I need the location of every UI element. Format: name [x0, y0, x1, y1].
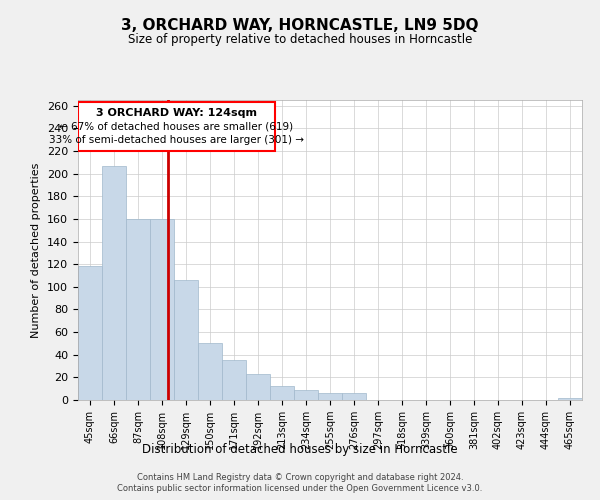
Bar [78, 102, 275, 151]
Bar [126, 219, 150, 400]
Bar [174, 280, 198, 400]
Bar [222, 360, 246, 400]
Text: Size of property relative to detached houses in Horncastle: Size of property relative to detached ho… [128, 32, 472, 46]
Bar [150, 219, 174, 400]
Bar [246, 374, 270, 400]
Bar [294, 390, 318, 400]
Y-axis label: Number of detached properties: Number of detached properties [31, 162, 41, 338]
Text: 33% of semi-detached houses are larger (301) →: 33% of semi-detached houses are larger (… [49, 135, 304, 145]
Text: 3, ORCHARD WAY, HORNCASTLE, LN9 5DQ: 3, ORCHARD WAY, HORNCASTLE, LN9 5DQ [121, 18, 479, 32]
Bar [102, 166, 126, 400]
Bar [558, 398, 582, 400]
Bar [270, 386, 294, 400]
Bar [342, 393, 366, 400]
Text: Contains public sector information licensed under the Open Government Licence v3: Contains public sector information licen… [118, 484, 482, 493]
Bar [78, 266, 102, 400]
Text: Contains HM Land Registry data © Crown copyright and database right 2024.: Contains HM Land Registry data © Crown c… [137, 472, 463, 482]
Text: Distribution of detached houses by size in Horncastle: Distribution of detached houses by size … [142, 442, 458, 456]
Bar [318, 393, 342, 400]
Text: 3 ORCHARD WAY: 124sqm: 3 ORCHARD WAY: 124sqm [96, 108, 257, 118]
Bar [198, 344, 222, 400]
Text: ← 67% of detached houses are smaller (619): ← 67% of detached houses are smaller (61… [59, 122, 293, 132]
